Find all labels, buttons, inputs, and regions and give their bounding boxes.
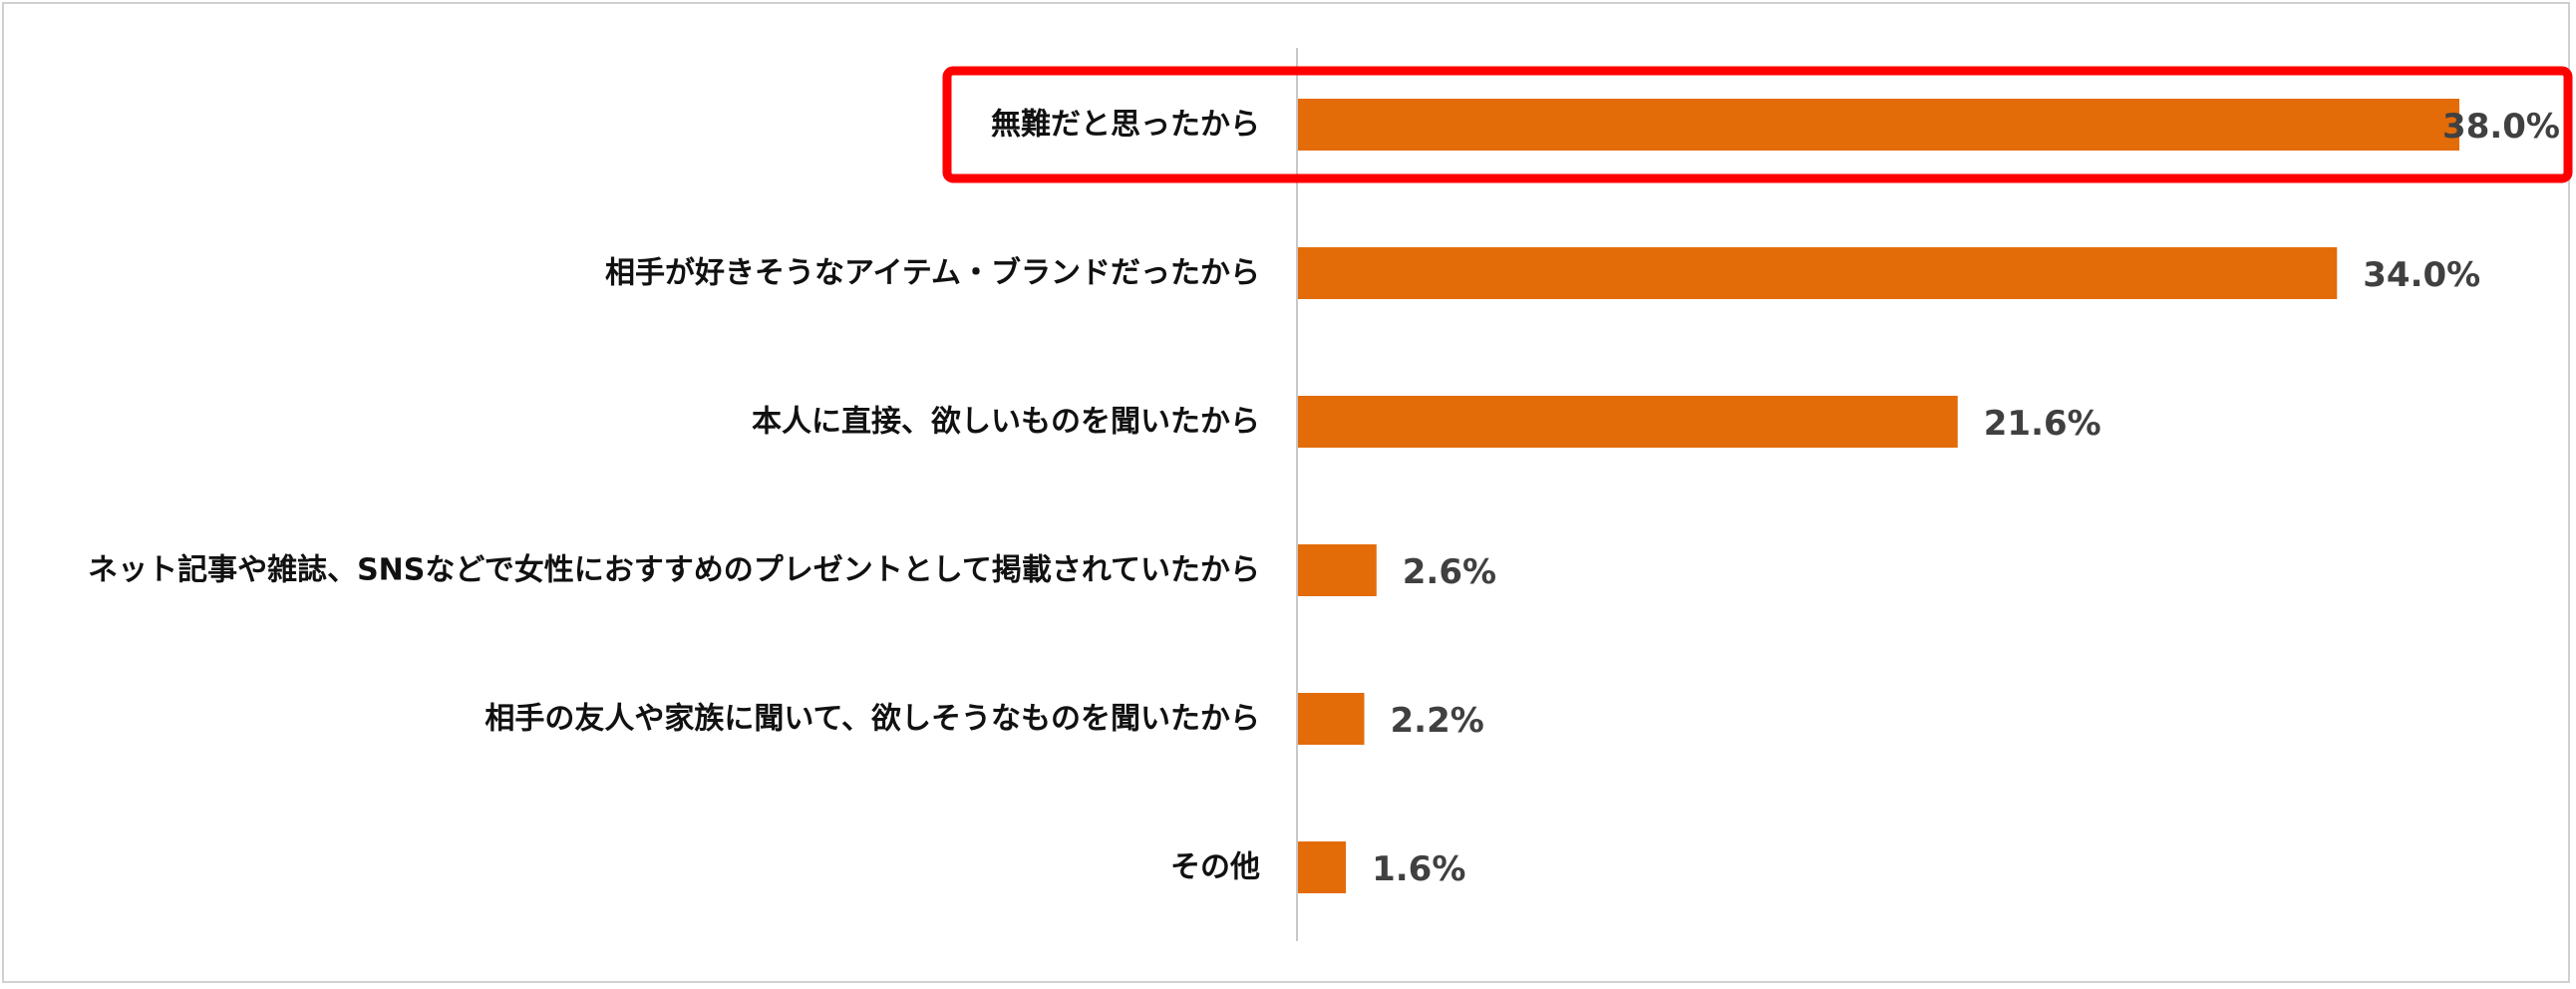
category-label-0: 無難だと思ったから (991, 108, 1260, 143)
category-label-3: ネット記事や雑誌、SNSなどで女性におすすめのプレゼントとして掲載されていたから (88, 553, 1260, 588)
value-label-1: 34.0% (2363, 255, 2480, 295)
bar-0 (1297, 99, 2459, 151)
bar-5 (1297, 841, 1347, 893)
category-label-1: 相手が好きそうなアイテム・ブランドだったから (605, 256, 1260, 291)
category-label-5: その他 (1170, 850, 1260, 885)
bar-1 (1297, 247, 2338, 299)
highlight-layer (942, 66, 2573, 183)
value-label-2: 21.6% (1984, 404, 2101, 444)
bars-layer (1297, 99, 2459, 893)
value-label-3: 2.6% (1403, 552, 1496, 592)
category-label-4: 相手の友人や家族に聞いて、欲しそうなものを聞いたから (484, 702, 1260, 737)
bar-4 (1297, 693, 1365, 745)
labels-layer: 無難だと思ったから 38.0% 相手が好きそうなアイテム・ブランドだったから 34.0… (88, 107, 2560, 889)
value-label-4: 2.2% (1391, 701, 1484, 741)
value-label-5: 1.6% (1372, 849, 1465, 889)
category-label-2: 本人に直接、欲しいものを聞いたから (752, 405, 1260, 440)
bar-3 (1297, 544, 1377, 596)
bar-2 (1297, 396, 1958, 448)
value-label-0: 38.0% (2442, 107, 2560, 147)
highlight-box (942, 66, 2573, 183)
